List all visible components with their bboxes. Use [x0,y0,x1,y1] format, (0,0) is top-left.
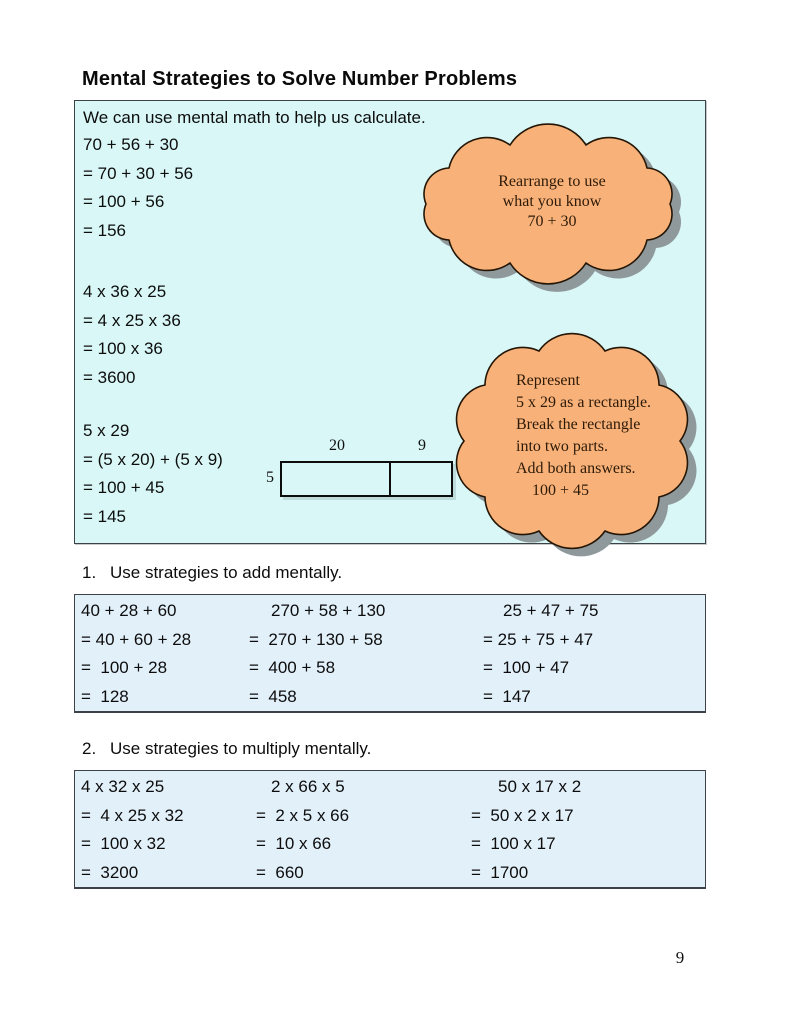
equation-line: = 2 x 5 x 66 [256,805,350,825]
cloud-text-line: Represent [516,372,580,389]
math-line: 4 x 36 x 25 [83,282,167,301]
equation-line: 4 x 32 x 25 [81,777,165,796]
diagram-width-left-label: 20 [329,437,345,454]
equation-line: = 400 + 58 [249,658,336,678]
cloud-text-line: what you know [502,193,602,210]
math-line: = 100 + 45 [83,478,165,498]
math-line: 5 x 29 [83,421,130,440]
page-title: Mental Strategies to Solve Number Proble… [82,68,518,90]
cloud-callout-represent: Represent 5 x 29 as a rectangle. Break t… [516,370,696,502]
math-group-multiplication: 4 x 36 x 25 = 4 x 25 x 36 = 100 x 36 = 3… [83,278,181,392]
math-line: = 70 + 30 + 56 [83,163,194,183]
math-line: = 100 x 36 [83,339,163,359]
cloud-icon [423,123,673,285]
cloud-text-line: 5 x 29 as a rectangle. [516,394,652,411]
exercise-column: 270 + 58 + 130 = 270 + 130 + 58 = 400 + … [249,597,385,711]
exercise-number: 1. [82,563,97,582]
equation-line: 25 + 47 + 75 [503,601,599,620]
equation-line: = 1700 [471,862,529,882]
math-line: = 156 [83,220,127,240]
cloud-text-line: 100 + 45 [516,482,590,499]
equation-line: = 100 x 32 [81,834,166,854]
cloud-text-line: Break the rectangle [516,416,641,433]
intro-lead-text: We can use mental math to help us calcul… [83,108,426,127]
equation-line: = 100 + 28 [81,658,168,678]
cloud-callout-graphic-1 [423,123,682,292]
equation-line: 50 x 17 x 2 [498,777,582,796]
cloud-callout-rearrange: Rearrange to use what you know 70 + 30 [438,172,666,232]
equation-line: = 25 + 75 + 47 [483,629,594,649]
math-group-distributive: 5 x 29 = (5 x 20) + (5 x 9) = 100 + 45 =… [83,417,223,531]
cloud-icon [455,332,689,550]
equation-line: = 660 [256,862,304,882]
exercise-1-box: 40 + 28 + 60 = 40 + 60 + 28 = 100 + 28 =… [74,594,706,713]
exercise-column: 50 x 17 x 2 = 50 x 2 x 17 = 100 x 17 = 1… [471,773,581,887]
math-group-addition: 70 + 56 + 30 = 70 + 30 + 56 = 100 + 56 =… [83,131,193,245]
exercise-1-heading: 1. Use strategies to add mentally. [82,563,342,583]
diagram-height-label: 5 [266,469,274,486]
equation-line: = 128 [81,686,129,706]
math-line: 70 + 56 + 30 [83,135,179,154]
rectangle-divider [389,461,391,497]
equation-line: = 10 x 66 [256,834,332,854]
exercise-2-box: 4 x 32 x 25 = 4 x 25 x 32 = 100 x 32 = 3… [74,770,706,889]
math-line: = 4 x 25 x 36 [83,310,181,330]
cloud-text-line: Add both answers. [516,460,636,477]
equation-line: = 100 + 47 [483,658,570,678]
cloud-text-line: Rearrange to use [498,173,606,190]
equation-line: = 3200 [81,862,139,882]
exercise-prompt: Use strategies to add mentally. [110,563,343,582]
equation-line: = 270 + 130 + 58 [249,629,383,649]
math-line: = 3600 [83,367,136,387]
equation-line: = 458 [249,686,297,706]
exercise-prompt: Use strategies to multiply mentally. [110,739,372,758]
math-line: = (5 x 20) + (5 x 9) [83,449,223,469]
rectangle-diagram [280,461,453,497]
exercise-column: 25 + 47 + 75 = 25 + 75 + 47 = 100 + 47 =… [483,597,598,711]
exercise-column: 4 x 32 x 25 = 4 x 25 x 32 = 100 x 32 = 3… [81,773,184,887]
exercise-2-heading: 2. Use strategies to multiply mentally. [82,739,371,759]
equation-line: 270 + 58 + 130 [271,601,386,620]
equation-line: = 4 x 25 x 32 [81,805,184,825]
cloud-callout-graphic-2 [455,332,697,557]
equation-line: = 100 x 17 [471,834,556,854]
exercise-column: 2 x 66 x 5 = 2 x 5 x 66 = 10 x 66 = 660 [256,773,349,887]
equation-line: 2 x 66 x 5 [271,777,345,796]
exercise-column: 40 + 28 + 60 = 40 + 60 + 28 = 100 + 28 =… [81,597,191,711]
exercise-number: 2. [82,739,97,758]
equation-line: 40 + 28 + 60 [81,601,177,620]
equation-line: = 50 x 2 x 17 [471,805,574,825]
equation-line: = 40 + 60 + 28 [81,629,192,649]
math-line: = 145 [83,506,127,526]
math-line: = 100 + 56 [83,192,165,212]
page-number: 9 [675,948,685,967]
cloud-text-line: into two parts. [516,438,608,455]
diagram-width-right-label: 9 [418,437,426,454]
equation-line: = 147 [483,686,531,706]
cloud-text-line: 70 + 30 [527,213,577,230]
